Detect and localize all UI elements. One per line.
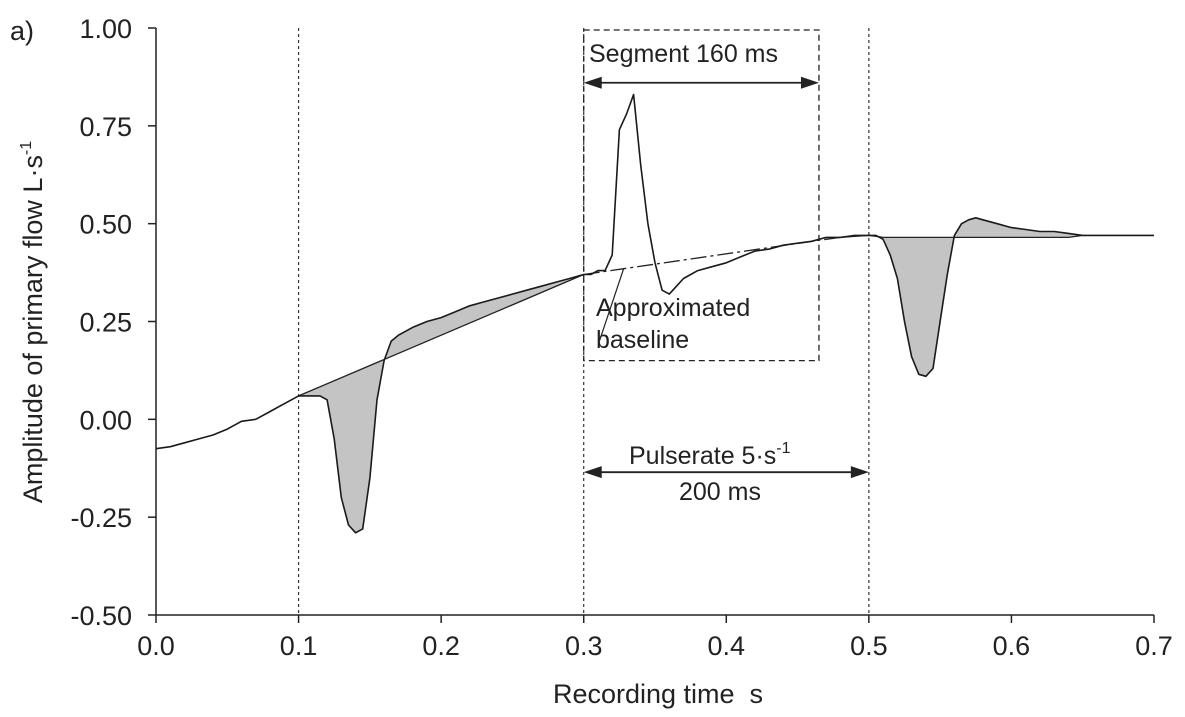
y-axis-ticks: -0.50 -0.25 0.00 0.25 0.50 0.75 1.00 <box>70 14 156 631</box>
annotation-shapes <box>583 29 869 479</box>
y-tick-label-6: 1.00 <box>79 14 132 44</box>
y-tick-label-5: 0.75 <box>79 112 132 142</box>
pulse-label-sup: -1 <box>776 440 790 457</box>
x-tick-label-5: 0.5 <box>850 631 888 661</box>
baseline-label-line2: baseline <box>596 326 689 354</box>
x-axis-title: Recording time s <box>553 679 763 709</box>
y-axis-title-sup: -1 <box>18 141 35 155</box>
x-tick-label-1: 0.1 <box>280 631 318 661</box>
flow-series <box>155 93 1154 534</box>
baseline-leader-line <box>598 268 625 342</box>
pulse-arrow-head-right <box>850 466 869 479</box>
flow-series-line <box>155 93 1154 534</box>
segment-arrow-head-right <box>800 76 819 89</box>
y-tick-label-4: 0.50 <box>79 210 132 240</box>
pulse-arrow-head-left <box>583 466 602 479</box>
x-tick-label-6: 0.6 <box>993 631 1031 661</box>
y-tick-label-2: 0.00 <box>79 405 132 435</box>
x-tick-label-0: 0.0 <box>137 631 175 661</box>
segment-box <box>583 29 820 362</box>
y-tick-label-3: 0.25 <box>79 308 132 338</box>
shaded-area-0 <box>298 274 584 533</box>
x-tick-label-3: 0.3 <box>565 631 603 661</box>
pulse-label-main: Pulserate 5·s <box>629 442 776 470</box>
baseline-segment-left <box>298 273 584 397</box>
x-tick-label-4: 0.4 <box>708 631 746 661</box>
y-tick-label-1: -0.25 <box>70 503 132 533</box>
segment-label: Segment 160 ms <box>589 40 778 68</box>
x-tick-label-2: 0.2 <box>422 631 460 661</box>
segment-arrow-head-left <box>583 76 602 89</box>
baseline-segment-right <box>826 234 1083 240</box>
x-tick-label-7: 0.7 <box>1135 631 1173 661</box>
pulse-label-ms: 200 ms <box>679 478 761 506</box>
y-axis-title-main: Amplitude of primary flow L·s <box>18 155 48 503</box>
shaded-deviation-areas <box>298 217 1083 533</box>
x-axis-ticks: 0.0 0.1 0.2 0.3 0.4 0.5 0.6 0.7 <box>137 615 1173 661</box>
y-tick-label-0: -0.50 <box>70 601 132 631</box>
panel-label: a) <box>10 16 34 46</box>
y-axis-title: Amplitude of primary flow L·s-1 <box>18 141 48 503</box>
baseline-label-line1: Approximated <box>596 294 750 322</box>
shaded-area-1 <box>868 217 1083 377</box>
pulse-label: Pulserate 5·s-1 <box>629 440 791 470</box>
